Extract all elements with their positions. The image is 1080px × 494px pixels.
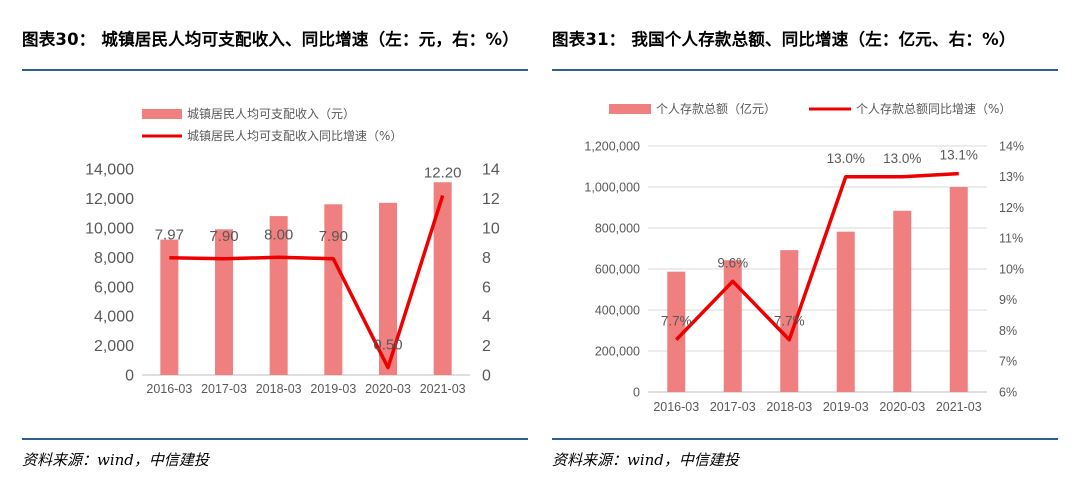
left-bar	[215, 229, 233, 375]
right-legend-bar-swatch	[609, 104, 651, 114]
left-bottom-rule	[22, 438, 528, 440]
left-left-tick-label: 4,000	[94, 309, 134, 326]
left-growth-data-label: 0.50	[373, 337, 402, 354]
right-source-note: 资料来源：wind，中信建投	[552, 451, 739, 469]
right-growth-data-label: 13.0%	[827, 151, 865, 166]
left-growth-line	[169, 194, 445, 370]
left-right-tick-label: 2	[482, 338, 491, 355]
right-category-label: 2021-03	[936, 400, 982, 414]
right-growth-data-label: 7.7%	[661, 314, 692, 329]
right-deposit-chart: 个人存款总额（亿元） 个人存款总额同比增速（%） 0 200,000 400,000 60…	[584, 101, 1024, 414]
left-legend-bar-label: 城镇居民人均可支配收入（元）	[187, 107, 355, 121]
right-growth-line	[674, 171, 959, 342]
right-bar	[836, 231, 855, 392]
left-growth-data-label: 7.90	[209, 228, 238, 245]
right-category-label: 2017-03	[710, 400, 756, 414]
left-bar	[379, 202, 397, 375]
left-left-tick-label: 0	[125, 368, 134, 385]
right-legend-line-label: 个人存款总额同比增速（%）	[856, 102, 1011, 116]
right-right-tick-label: 13%	[999, 170, 1024, 184]
left-category-label: 2020-03	[365, 382, 411, 396]
left-right-tick-label: 10	[482, 220, 500, 237]
left-right-tick-label: 6	[482, 279, 491, 296]
left-category-label: 2019-03	[310, 382, 356, 396]
right-right-tick-label: 7%	[999, 355, 1017, 369]
right-bar	[893, 210, 912, 392]
right-legend-bar-label: 个人存款总额（亿元）	[656, 101, 776, 116]
right-left-tick-label: 800,000	[595, 221, 640, 235]
right-figure-panel: 图表31： 我国个人存款总额、同比增速（左：亿元、右：%） 个人存款总额（亿元）…	[545, 0, 1080, 494]
left-growth-data-label: 7.90	[319, 228, 348, 245]
right-left-tick-label: 400,000	[595, 303, 640, 317]
left-right-tick-label: 4	[482, 309, 491, 326]
right-category-label: 2018-03	[766, 400, 812, 414]
left-income-chart: 城镇居民人均可支配收入（元） 城镇居民人均可支配收入同比增速（%） 0 2,000 4,…	[85, 107, 500, 396]
right-right-tick-label: 12%	[999, 201, 1024, 215]
right-left-tick-label: 200,000	[595, 344, 640, 358]
right-right-tick-label: 8%	[999, 324, 1017, 338]
left-right-tick-label: 0	[482, 368, 491, 385]
left-growth-data-label: 12.20	[424, 164, 462, 181]
right-right-tick-label: 14%	[999, 139, 1024, 153]
right-bottom-rule	[552, 438, 1058, 440]
right-bar	[667, 271, 686, 392]
right-left-tick-label: 600,000	[595, 262, 640, 276]
left-left-tick-label: 8,000	[94, 250, 134, 267]
left-figure-panel: 图表30： 城镇居民人均可支配收入、同比增速（左：元，右：%） 城镇居民人均可支…	[0, 0, 530, 494]
right-right-tick-label: 10%	[999, 262, 1024, 276]
left-left-tick-label: 6,000	[94, 279, 134, 296]
right-right-tick-label: 11%	[999, 232, 1023, 246]
left-category-label: 2017-03	[201, 382, 247, 396]
left-right-tick-label: 8	[482, 250, 491, 267]
right-left-tick-label: 1,000,000	[584, 180, 640, 194]
left-category-label: 2021-03	[420, 382, 466, 396]
left-legend-line-label: 城镇居民人均可支配收入同比增速（%）	[187, 129, 402, 143]
left-growth-data-label: 7.97	[155, 227, 184, 244]
left-right-tick-label: 14	[482, 162, 500, 179]
right-category-label: 2016-03	[653, 400, 699, 414]
left-left-tick-label: 12,000	[85, 191, 134, 208]
right-category-label: 2020-03	[879, 400, 925, 414]
right-growth-data-label: 9.6%	[717, 255, 748, 270]
right-right-tick-label: 9%	[999, 293, 1017, 307]
right-figure-title: 图表31： 我国个人存款总额、同比增速（左：亿元、右：%）	[552, 30, 1016, 49]
right-growth-data-label: 13.1%	[940, 148, 978, 163]
left-legend-bar-swatch	[142, 109, 182, 119]
right-growth-data-label: 7.7%	[774, 314, 805, 329]
right-category-label: 2019-03	[823, 400, 869, 414]
left-bar	[324, 204, 343, 375]
left-top-rule	[22, 69, 528, 71]
right-bar	[780, 250, 799, 392]
left-left-tick-label: 10,000	[85, 220, 134, 237]
left-bar	[160, 239, 179, 375]
left-source-note: 资料来源：wind，中信建投	[22, 451, 209, 469]
right-growth-data-label: 13.0%	[883, 151, 921, 166]
left-figure-title: 图表30： 城镇居民人均可支配收入、同比增速（左：元，右：%）	[22, 30, 519, 49]
right-bar	[723, 260, 742, 392]
left-left-tick-label: 2,000	[94, 338, 134, 355]
right-bar	[949, 187, 968, 392]
left-category-label: 2018-03	[256, 382, 302, 396]
left-right-tick-label: 12	[482, 191, 500, 208]
right-top-rule	[552, 69, 1058, 71]
left-growth-data-label: 8.00	[264, 226, 293, 243]
right-left-tick-label: 1,200,000	[584, 139, 640, 153]
left-category-label: 2016-03	[146, 382, 192, 396]
left-left-tick-label: 14,000	[85, 162, 134, 179]
left-bar	[433, 182, 452, 375]
right-right-tick-label: 6%	[999, 385, 1017, 399]
right-left-tick-label: 0	[633, 385, 640, 399]
